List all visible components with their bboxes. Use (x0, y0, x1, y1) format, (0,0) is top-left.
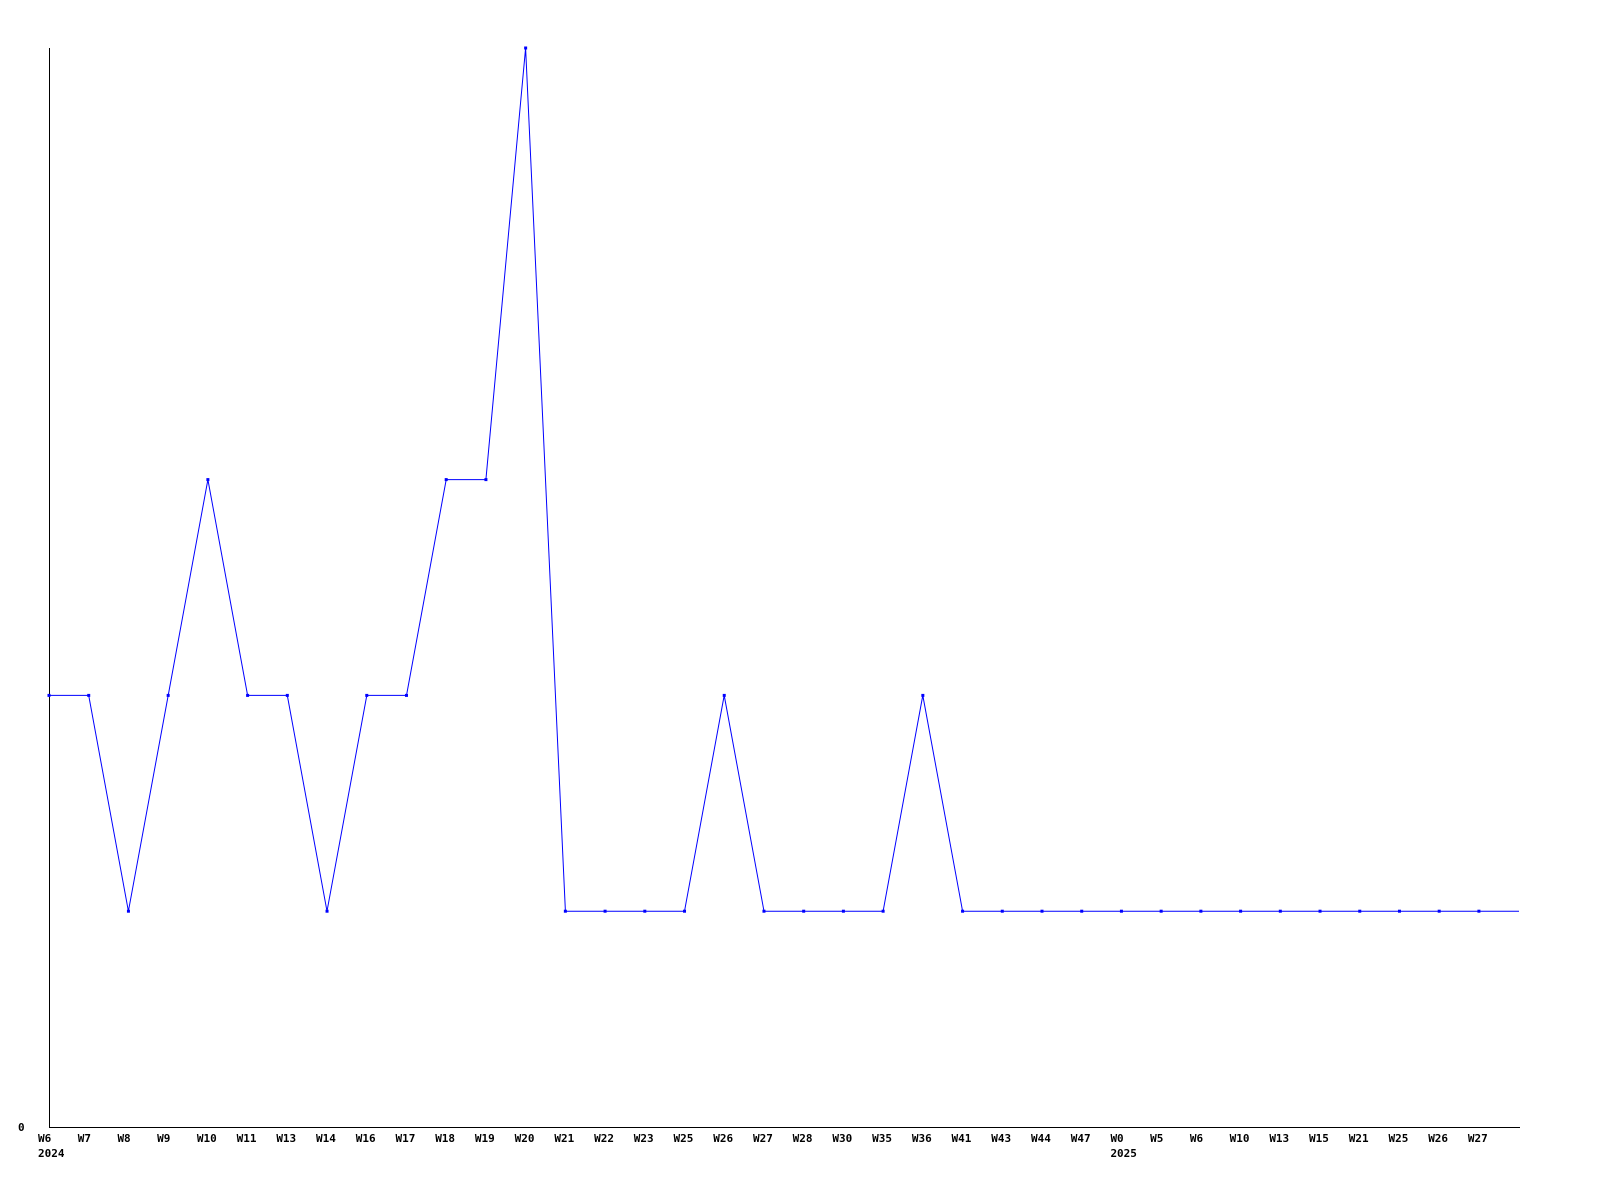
data-point (47, 693, 51, 697)
x-tick-label: W27 (753, 1132, 773, 1145)
x-tick-label: W25 (1388, 1132, 1408, 1145)
x-tick-label: W26 (713, 1132, 733, 1145)
x-tick-label: W9 (157, 1132, 170, 1145)
x-tick-label: W43 (991, 1132, 1011, 1145)
x-tick-label: W21 (1349, 1132, 1369, 1145)
x-tick-label: W27 (1468, 1132, 1488, 1145)
data-point (325, 909, 329, 913)
data-point (1239, 909, 1243, 913)
x-tick-label: W41 (952, 1132, 972, 1145)
data-point (1358, 909, 1362, 913)
data-point (1119, 909, 1123, 913)
data-point (404, 693, 408, 697)
x-tick-label: W8 (117, 1132, 130, 1145)
data-point (1278, 909, 1282, 913)
x-tick-label: W11 (237, 1132, 257, 1145)
data-point (722, 693, 726, 697)
y-tick-label: 0 (18, 1121, 25, 1134)
x-tick-label: W20 (515, 1132, 535, 1145)
data-point (1318, 909, 1322, 913)
x-tick-label: W6 (1190, 1132, 1204, 1145)
data-point (1397, 909, 1401, 913)
x-tick-label: W26 (1428, 1132, 1448, 1145)
data-point (881, 909, 885, 913)
data-point (166, 693, 170, 697)
x-tick-label: W21 (554, 1132, 574, 1145)
x-tick-label: W6 (38, 1132, 52, 1145)
data-point (961, 909, 965, 913)
x-tick-label: W15 (1309, 1132, 1329, 1145)
x-tick-label: W47 (1071, 1132, 1091, 1145)
data-point (921, 693, 925, 697)
x-tick-label: W13 (1269, 1132, 1289, 1145)
x-tick-label: W28 (793, 1132, 813, 1145)
x-tick-label: W35 (872, 1132, 892, 1145)
x-tick-label: W23 (634, 1132, 654, 1145)
x-tick-label: W25 (674, 1132, 694, 1145)
data-point (1080, 909, 1084, 913)
x-tick-label: W10 (1230, 1132, 1250, 1145)
x-year-label: 2025 (1110, 1147, 1137, 1160)
data-point (285, 693, 289, 697)
data-point (87, 693, 91, 697)
data-point (802, 909, 806, 913)
x-tick-label: W0 (1110, 1132, 1123, 1145)
data-point (603, 909, 607, 913)
data-point (1477, 909, 1481, 913)
data-point (365, 693, 369, 697)
x-tick-label: W13 (276, 1132, 296, 1145)
data-point (1040, 909, 1044, 913)
data-point (1159, 909, 1163, 913)
x-year-label: 2024 (38, 1147, 65, 1160)
data-point (762, 909, 766, 913)
data-point (1437, 909, 1441, 913)
data-point (444, 478, 448, 482)
series-line (49, 47, 1519, 912)
x-tick-label: W16 (356, 1132, 376, 1145)
data-point (841, 909, 845, 913)
data-point (206, 478, 210, 482)
x-tick-label: W14 (316, 1132, 336, 1145)
data-point (1199, 909, 1203, 913)
x-tick-label: W36 (912, 1132, 932, 1145)
data-point (484, 478, 488, 482)
data-point (563, 909, 567, 913)
x-tick-label: W7 (78, 1132, 91, 1145)
data-point (524, 46, 528, 50)
x-tick-label: W30 (832, 1132, 852, 1145)
data-point (246, 693, 250, 697)
x-tick-label: W5 (1150, 1132, 1163, 1145)
data-point (1000, 909, 1004, 913)
x-tick-label: W10 (197, 1132, 217, 1145)
data-point (643, 909, 647, 913)
x-tick-label: W17 (395, 1132, 415, 1145)
x-tick-label: W19 (475, 1132, 495, 1145)
data-point (126, 909, 130, 913)
x-tick-label: W22 (594, 1132, 614, 1145)
data-point (683, 909, 687, 913)
x-tick-label: W44 (1031, 1132, 1051, 1145)
x-tick-label: W18 (435, 1132, 455, 1145)
